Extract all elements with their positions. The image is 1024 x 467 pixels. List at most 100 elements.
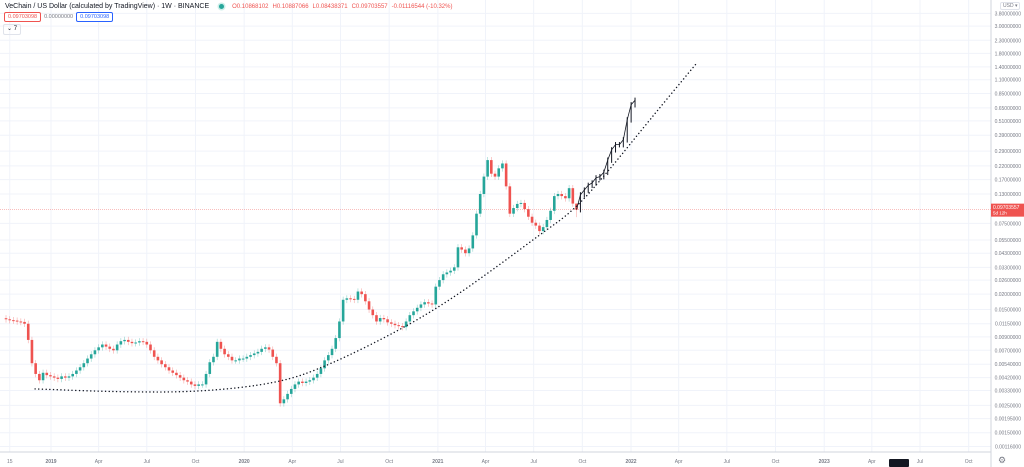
candle-body [108,346,112,349]
indicator-value-2: 0.00000000 [44,14,74,20]
candle-body [519,202,523,204]
x-tick-label: 2020 [239,459,250,465]
candle-body [138,341,141,343]
candle-body [404,321,408,328]
candle-body [408,315,412,322]
ohlc-values: O0.10868102 H0.10887066 L0.08438371 C0.0… [232,4,452,10]
candle-body [552,196,556,211]
candle-body [315,373,319,378]
candle-body [364,294,367,302]
candle-body [71,373,74,377]
candle-body [267,347,271,350]
x-tick-label: Apr [675,459,683,465]
candle-body [208,362,212,374]
candle-body [145,341,149,345]
y-tick-label: 0.05500000 [995,238,1022,244]
x-tick-label: Oct [578,459,586,465]
current-price-badge [991,203,1024,217]
candle-body [86,358,89,364]
y-tick-label: 0.00900000 [995,335,1022,341]
x-tick-label: 2023 [819,459,830,465]
y-tick-label: 0.17000000 [995,178,1022,184]
candle-body [67,376,71,378]
candle-body [234,360,238,362]
candle-body [38,373,41,381]
x-tick-label: Jul [144,459,150,465]
high-value: H0.10887066 [272,3,309,10]
x-tick-label: Oct [965,459,973,465]
candle-body [197,384,200,386]
candle-body [286,393,289,400]
candle-body [278,363,282,404]
candle-body [60,376,63,379]
close-value: C0.09703557 [351,3,388,10]
candle-body [412,311,415,316]
candle-body [456,247,460,268]
x-tick-label: 2022 [625,459,636,465]
y-tick-label: 0.85000000 [995,92,1022,98]
indicator-count: 7 [13,26,18,32]
y-tick-label: 0.04300000 [995,251,1022,257]
indicator-value-1: 0.09703098 [4,12,42,22]
candle-body [212,356,215,363]
candle-body [478,194,482,214]
indicator-row: 0.09703098 0.00000000 0.09703098 [4,12,114,22]
candle-body [160,360,163,365]
candle-body [141,341,145,343]
candle-body [375,315,378,322]
candle-body [123,339,126,342]
candle-body [527,209,530,217]
x-tick-label: Oct [192,459,200,465]
y-tick-label: 0.00195000 [995,417,1022,423]
x-tick-label: Apr [868,459,876,465]
candle-body [382,318,386,320]
candle-body [319,368,323,374]
candle-body [330,348,334,356]
x-tick-label: Oct [772,459,780,465]
candle-body [434,286,438,305]
candle-body [115,344,119,351]
gear-icon[interactable]: ⚙ [998,455,1007,465]
candle-body [97,347,100,351]
candle-body [475,213,478,236]
candle-body [401,326,404,328]
candle-body [530,216,534,223]
candle-body [78,367,82,371]
candle-body [26,323,30,340]
candle-body [386,319,389,323]
x-tick-label: Jul [917,459,923,465]
candle-body [301,381,304,383]
open-value: O0.10868102 [232,3,269,10]
x-tick-label: Apr [482,459,490,465]
candle-body [467,248,471,254]
candle-body [75,370,78,374]
projection-line [576,99,636,210]
candle-body [45,372,49,376]
x-tick-label: Apr [288,459,296,465]
candle-body [219,341,223,349]
candle-body [427,302,430,304]
y-tick-label: 0.65000000 [995,106,1022,112]
candle-body [178,375,182,378]
candle-body [245,356,249,359]
x-tick-label: 15 [7,459,13,465]
candle-body [356,291,360,300]
candle-body [556,194,560,197]
candle-body [515,203,519,209]
y-tick-label: 0.00700000 [995,348,1022,354]
candle-body [15,320,19,322]
y-tick-label: 2.30000000 [995,38,1022,44]
symbol-title[interactable]: VeChain / US Dollar (calculated by Tradi… [5,3,210,10]
candle-body [126,339,130,342]
candle-body [464,249,467,254]
y-tick-label: 3.80000000 [995,11,1022,17]
collapse-indicators-button[interactable]: ⌄ 7 [3,24,22,35]
y-tick-label: 0.29000000 [995,149,1022,155]
candle-body [101,344,104,348]
candle-body [282,399,286,404]
candle-body [341,299,345,322]
candle-body [104,344,108,347]
chart-legend: VeChain / US Dollar (calculated by Tradi… [5,3,452,10]
currency-button[interactable]: USD ▾ [1000,2,1021,10]
